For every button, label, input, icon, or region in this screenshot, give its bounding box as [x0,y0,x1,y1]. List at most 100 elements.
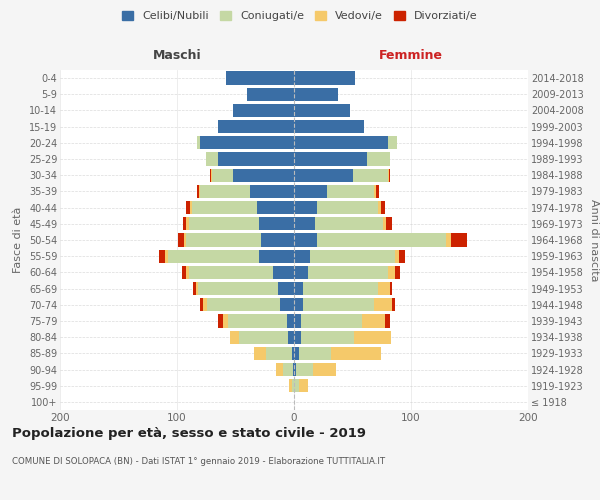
Bar [187,266,188,279]
Bar [388,168,389,182]
Bar [294,282,304,295]
Bar [294,346,299,360]
Bar [196,282,198,295]
Bar [277,363,283,376]
Bar [166,250,167,263]
Text: Maschi: Maschi [152,50,202,62]
Bar [259,217,294,230]
Bar [188,266,273,279]
Y-axis label: Fasce di età: Fasce di età [13,207,23,273]
Bar [167,250,259,263]
Bar [259,250,294,263]
Bar [362,314,385,328]
Bar [233,168,294,182]
Bar [206,152,218,166]
Bar [193,282,196,295]
Bar [203,298,208,312]
Bar [390,282,392,295]
Bar [229,314,287,328]
Bar [301,330,353,344]
Bar [294,217,315,230]
Bar [388,136,397,149]
Bar [294,152,367,166]
Bar [367,152,390,166]
Bar [380,201,385,214]
Bar [304,282,378,295]
Bar [266,346,292,360]
Bar [395,250,400,263]
Bar [278,282,294,295]
Bar [294,120,364,134]
Bar [294,266,308,279]
Bar [187,234,261,246]
Bar [160,250,166,263]
Bar [294,298,304,312]
Y-axis label: Anni di nascita: Anni di nascita [589,198,599,281]
Bar [395,266,400,279]
Bar [200,298,203,312]
Bar [353,168,388,182]
Bar [353,330,391,344]
Bar [304,298,374,312]
Bar [182,266,187,279]
Bar [294,363,296,376]
Bar [218,120,294,134]
Bar [294,72,355,85]
Bar [289,379,292,392]
Bar [294,234,317,246]
Bar [200,136,294,149]
Bar [374,185,376,198]
Bar [288,330,294,344]
Bar [299,346,331,360]
Bar [250,185,294,198]
Bar [389,168,390,182]
Bar [198,282,278,295]
Bar [294,330,301,344]
Bar [233,104,294,117]
Bar [292,379,294,392]
Bar [187,201,190,214]
Bar [192,201,257,214]
Bar [294,314,301,328]
Bar [378,201,380,214]
Bar [317,234,446,246]
Bar [385,314,390,328]
Bar [294,250,310,263]
Bar [187,217,188,230]
Bar [331,346,380,360]
Bar [197,136,200,149]
Bar [383,217,386,230]
Bar [188,217,259,230]
Bar [392,298,395,312]
Bar [218,152,294,166]
Bar [226,72,294,85]
Bar [317,201,378,214]
Bar [376,185,379,198]
Bar [208,298,280,312]
Bar [261,234,294,246]
Bar [294,104,350,117]
Bar [230,330,239,344]
Bar [223,314,229,328]
Bar [310,250,395,263]
Bar [313,363,336,376]
Bar [388,266,395,279]
Bar [386,217,392,230]
Bar [257,201,294,214]
Bar [190,201,192,214]
Bar [247,88,294,101]
Bar [293,363,294,376]
Bar [301,314,362,328]
Bar [378,282,390,295]
Bar [292,346,294,360]
Bar [294,168,353,182]
Bar [294,136,388,149]
Bar [254,346,266,360]
Bar [451,234,467,246]
Bar [212,168,233,182]
Bar [183,217,187,230]
Bar [308,266,388,279]
Bar [280,298,294,312]
Bar [273,266,294,279]
Bar [374,298,392,312]
